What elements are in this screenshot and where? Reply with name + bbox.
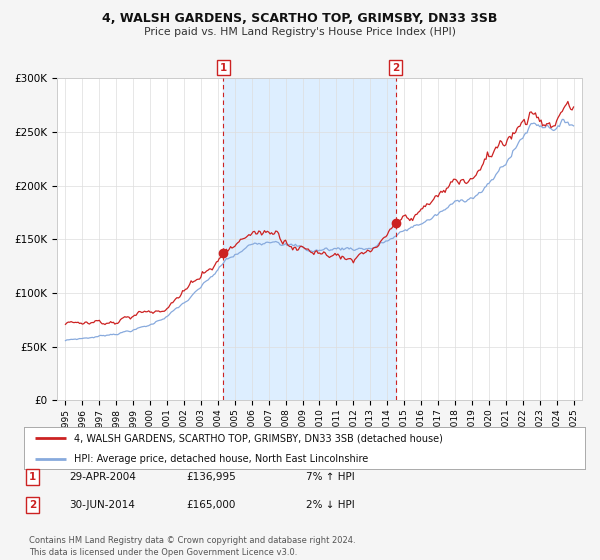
Text: 1: 1 [220,63,227,73]
Text: 4, WALSH GARDENS, SCARTHO TOP, GRIMSBY, DN33 3SB (detached house): 4, WALSH GARDENS, SCARTHO TOP, GRIMSBY, … [74,433,443,443]
Text: 30-JUN-2014: 30-JUN-2014 [69,500,135,510]
Text: 2: 2 [392,63,400,73]
Text: Contains HM Land Registry data © Crown copyright and database right 2024.
This d: Contains HM Land Registry data © Crown c… [29,536,355,557]
Text: 2: 2 [29,500,36,510]
Text: HPI: Average price, detached house, North East Lincolnshire: HPI: Average price, detached house, Nort… [74,454,369,464]
Text: 7% ↑ HPI: 7% ↑ HPI [306,472,355,482]
Text: Price paid vs. HM Land Registry's House Price Index (HPI): Price paid vs. HM Land Registry's House … [144,27,456,37]
Text: 1: 1 [29,472,36,482]
Text: £165,000: £165,000 [186,500,235,510]
Bar [223,78,396,400]
Text: 29-APR-2004: 29-APR-2004 [69,472,136,482]
Text: 4, WALSH GARDENS, SCARTHO TOP, GRIMSBY, DN33 3SB: 4, WALSH GARDENS, SCARTHO TOP, GRIMSBY, … [103,12,497,25]
Text: £136,995: £136,995 [186,472,236,482]
Text: 2% ↓ HPI: 2% ↓ HPI [306,500,355,510]
